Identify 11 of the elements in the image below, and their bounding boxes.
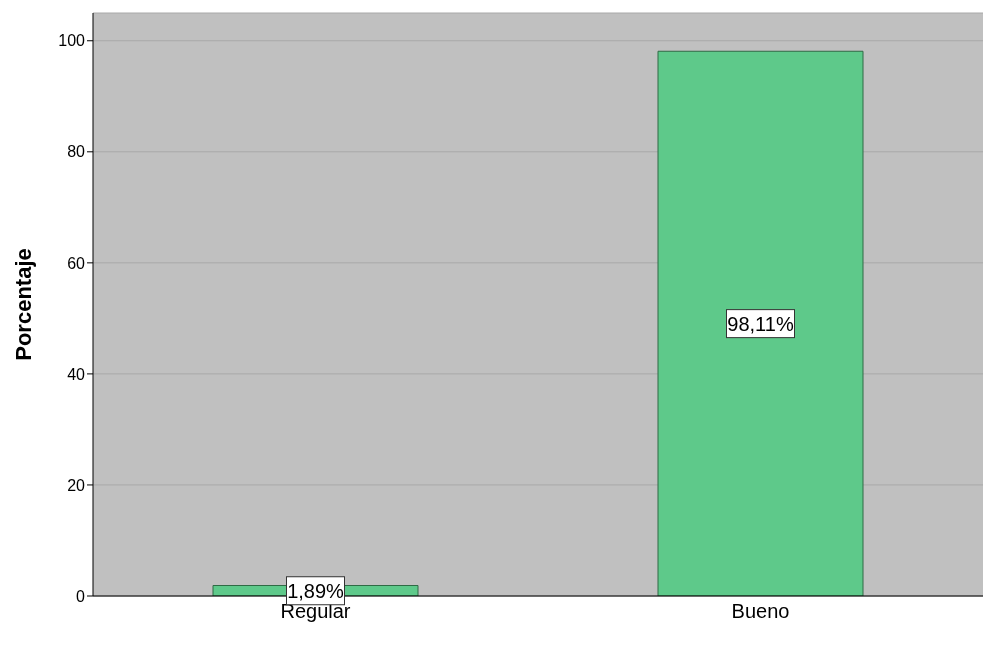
- y-axis-title: Porcentaje: [10, 248, 36, 361]
- y-tick-label: 60: [67, 254, 86, 272]
- y-tick-label: 80: [67, 143, 86, 161]
- data-label: 98,11%: [727, 312, 794, 335]
- x-tick-label: Regular: [280, 600, 351, 623]
- y-tick-label: 100: [58, 32, 86, 50]
- y-tick-label: 0: [76, 587, 86, 605]
- data-label: 1,89%: [287, 579, 345, 602]
- y-tick-label: 40: [67, 365, 86, 383]
- y-tick-label: 20: [67, 476, 86, 494]
- x-tick-label: Bueno: [731, 600, 790, 623]
